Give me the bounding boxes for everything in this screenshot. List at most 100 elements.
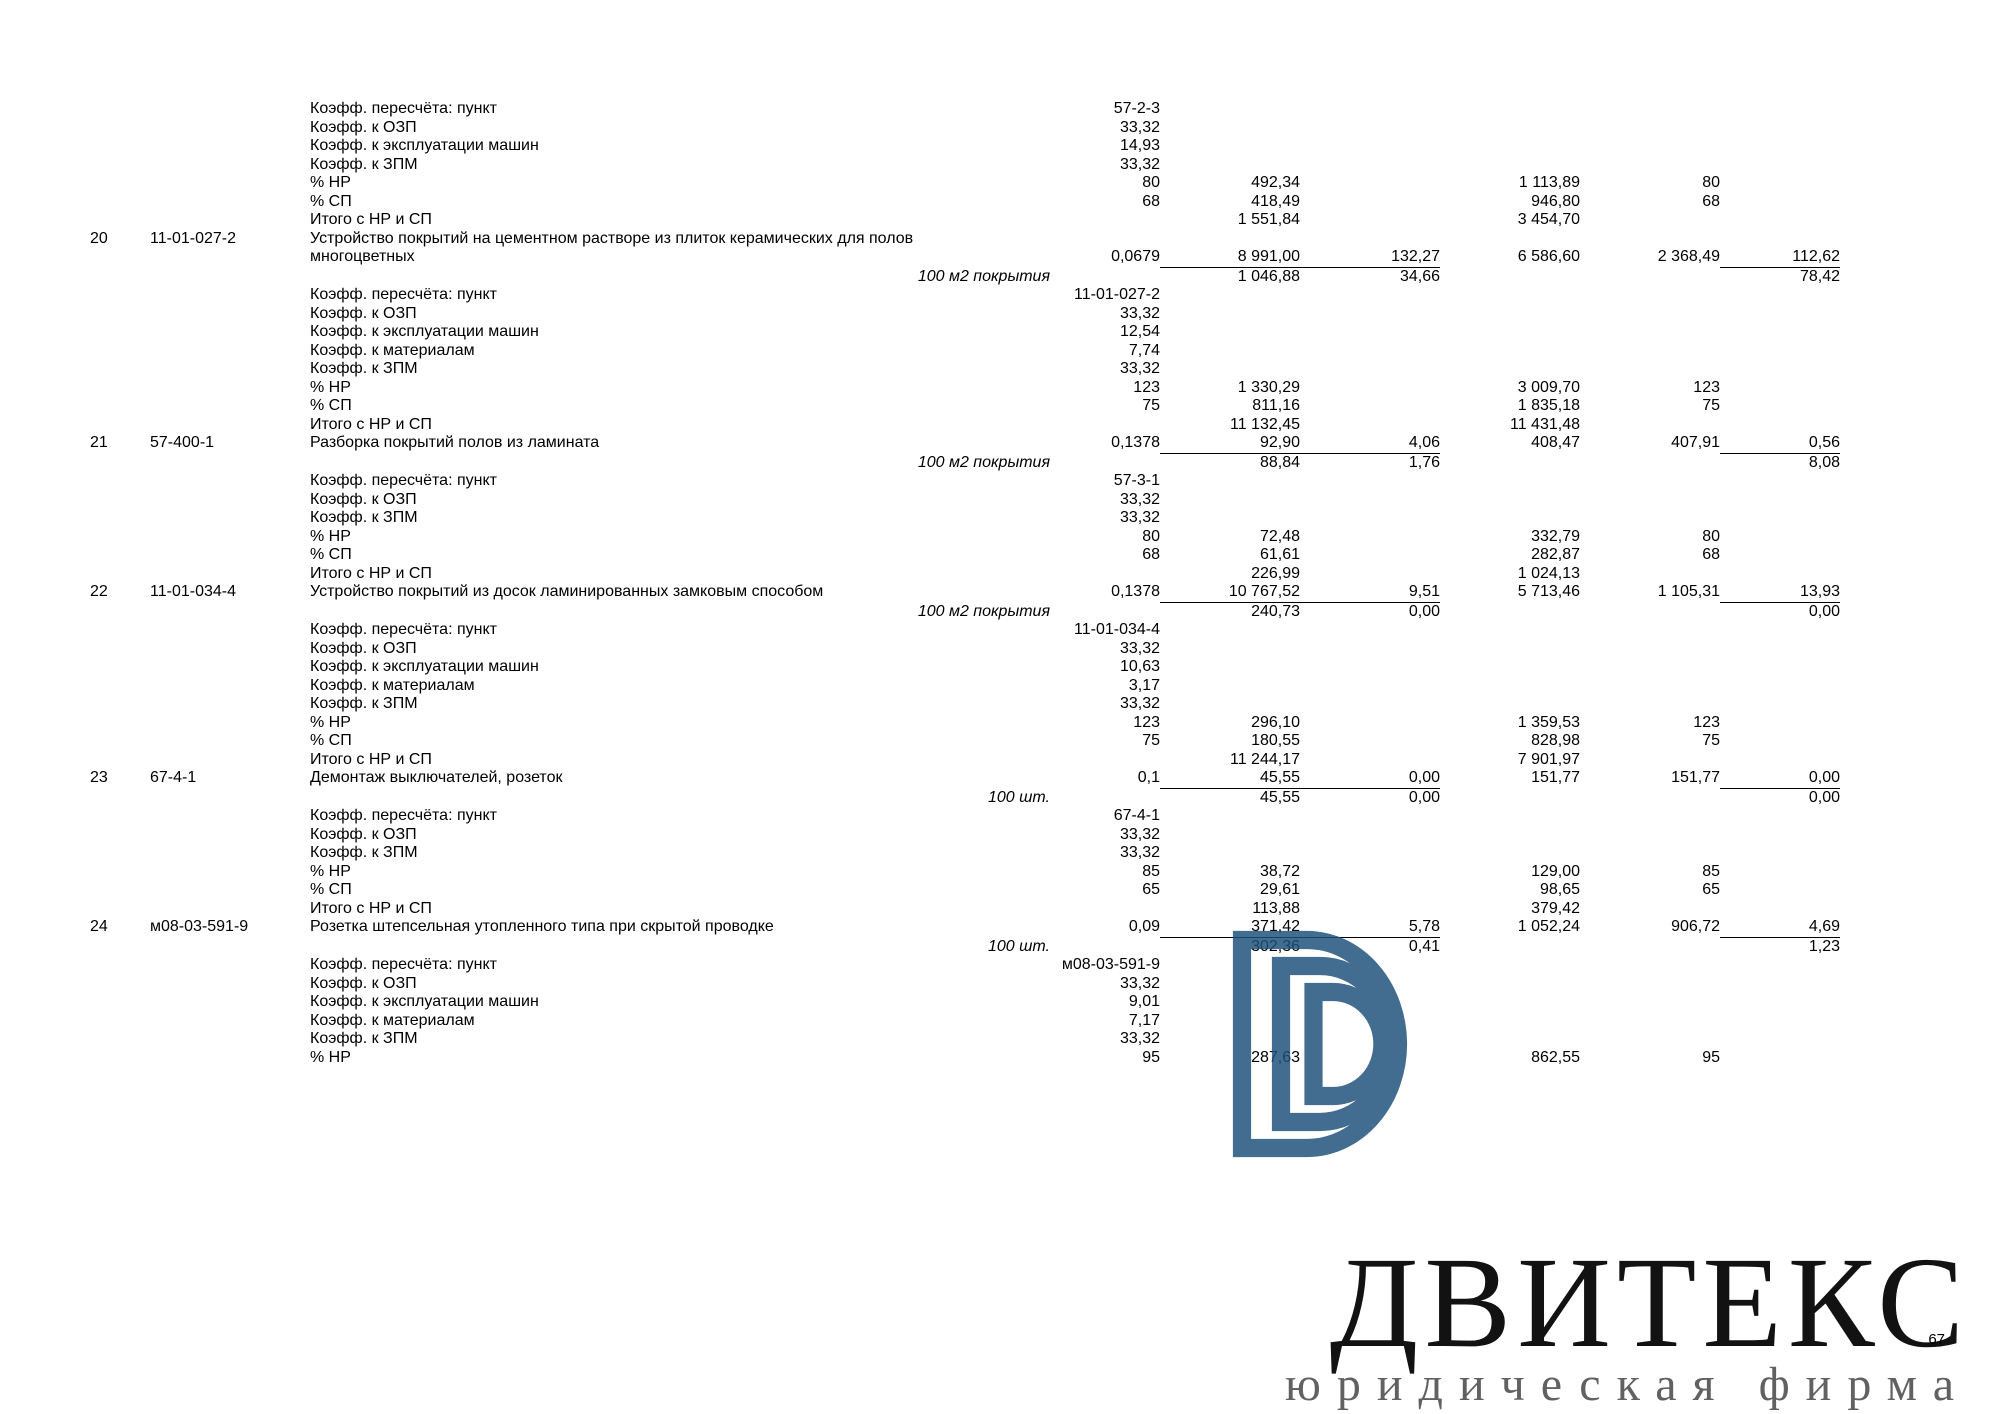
cell xyxy=(870,137,1050,156)
cell xyxy=(90,844,150,863)
cell xyxy=(1720,1049,1840,1068)
cell xyxy=(1580,137,1720,156)
cell: 0,00 xyxy=(1720,603,1840,622)
cell xyxy=(1440,342,1580,361)
cell xyxy=(1720,156,1840,175)
cell xyxy=(1300,472,1440,491)
table-row: % НР8538,72129,0085 xyxy=(90,863,1960,882)
cell: 22 xyxy=(90,583,150,603)
table-row: Коэфф. к ОЗП33,32 xyxy=(90,305,1960,324)
cell: Коэфф. к ОЗП xyxy=(310,305,870,324)
cell xyxy=(1440,621,1580,640)
cell xyxy=(1580,677,1720,696)
cell: 180,55 xyxy=(1160,732,1300,751)
cell: % НР xyxy=(310,379,870,398)
cell xyxy=(870,658,1050,677)
cell xyxy=(1720,323,1840,342)
estimate-table: Коэфф. пересчёта: пункт57-2-3Коэфф. к ОЗ… xyxy=(90,100,1960,1067)
page-number: 67 xyxy=(1928,1331,1945,1350)
cell xyxy=(1720,993,1840,1012)
table-row: % СП6529,6198,6565 xyxy=(90,881,1960,900)
cell xyxy=(870,1049,1050,1068)
cell: 129,00 xyxy=(1440,863,1580,882)
cell: 1 105,31 xyxy=(1580,583,1720,603)
cell: Коэфф. к ЗПМ xyxy=(310,509,870,528)
cell xyxy=(1050,416,1160,435)
cell: Устройство покрытий из досок ламинирован… xyxy=(310,583,870,603)
cell xyxy=(150,248,310,268)
cell xyxy=(150,156,310,175)
cell: 100 шт. xyxy=(870,938,1050,957)
cell: м08-03-591-9 xyxy=(150,918,310,938)
cell xyxy=(870,1012,1050,1031)
cell xyxy=(870,807,1050,826)
cell xyxy=(870,305,1050,324)
table-row: 2367-4-1Демонтаж выключателей, розеток0,… xyxy=(90,769,1960,789)
cell: Коэфф. к эксплуатации машин xyxy=(310,137,870,156)
cell xyxy=(1160,844,1300,863)
cell xyxy=(1160,156,1300,175)
cell: 7,17 xyxy=(1050,1012,1160,1031)
cell xyxy=(90,732,150,751)
cell: 75 xyxy=(1580,397,1720,416)
cell: 1 052,24 xyxy=(1440,918,1580,938)
cell xyxy=(870,677,1050,696)
cell xyxy=(1300,193,1440,212)
cell xyxy=(150,211,310,230)
cell xyxy=(1580,472,1720,491)
cell xyxy=(150,640,310,659)
cell: 11-01-027-2 xyxy=(150,230,310,249)
cell: 80 xyxy=(1580,174,1720,193)
cell: 10 767,52 xyxy=(1160,583,1300,603)
cell xyxy=(150,603,310,622)
cell xyxy=(1300,379,1440,398)
table-row: 2157-400-1Разборка покрытий полов из лам… xyxy=(90,434,1960,454)
cell xyxy=(870,695,1050,714)
cell xyxy=(310,603,870,622)
cell: 11-01-034-4 xyxy=(150,583,310,603)
cell xyxy=(1300,211,1440,230)
cell xyxy=(1050,900,1160,919)
cell xyxy=(1720,360,1840,379)
cell xyxy=(150,621,310,640)
table-row: Коэфф. пересчёта: пункт11-01-034-4 xyxy=(90,621,1960,640)
cell xyxy=(1720,1030,1840,1049)
cell xyxy=(1720,528,1840,547)
cell xyxy=(1440,938,1580,957)
table-row: Коэфф. к материалам3,17 xyxy=(90,677,1960,696)
cell: 21 xyxy=(90,434,150,454)
cell xyxy=(870,565,1050,584)
cell xyxy=(1720,472,1840,491)
cell: 11-01-027-2 xyxy=(1050,286,1160,305)
cell xyxy=(1720,416,1840,435)
cell xyxy=(870,286,1050,305)
cell: 0,1378 xyxy=(1050,583,1160,603)
cell: 492,34 xyxy=(1160,174,1300,193)
cell xyxy=(90,640,150,659)
cell: 80 xyxy=(1580,528,1720,547)
cell: 68 xyxy=(1580,193,1720,212)
cell xyxy=(1580,751,1720,770)
cell xyxy=(150,1012,310,1031)
cell xyxy=(1580,491,1720,510)
cell: 0,09 xyxy=(1050,918,1160,938)
cell xyxy=(90,286,150,305)
cell: 296,10 xyxy=(1160,714,1300,733)
cell: 75 xyxy=(1050,397,1160,416)
cell xyxy=(1720,807,1840,826)
table-row: Коэфф. к ЗПМ33,32 xyxy=(90,844,1960,863)
watermark-title: ДВИТЕКС xyxy=(1070,1238,1970,1368)
cell xyxy=(90,211,150,230)
cell xyxy=(870,714,1050,733)
cell: 811,16 xyxy=(1160,397,1300,416)
cell xyxy=(1050,751,1160,770)
cell xyxy=(870,844,1050,863)
cell xyxy=(1300,528,1440,547)
cell xyxy=(870,900,1050,919)
cell: 100 шт. xyxy=(870,789,1050,808)
cell: % СП xyxy=(310,397,870,416)
cell: Коэфф. к ЗПМ xyxy=(310,695,870,714)
cell xyxy=(1160,826,1300,845)
cell: % НР xyxy=(310,1049,870,1068)
cell: Коэфф. к эксплуатации машин xyxy=(310,323,870,342)
